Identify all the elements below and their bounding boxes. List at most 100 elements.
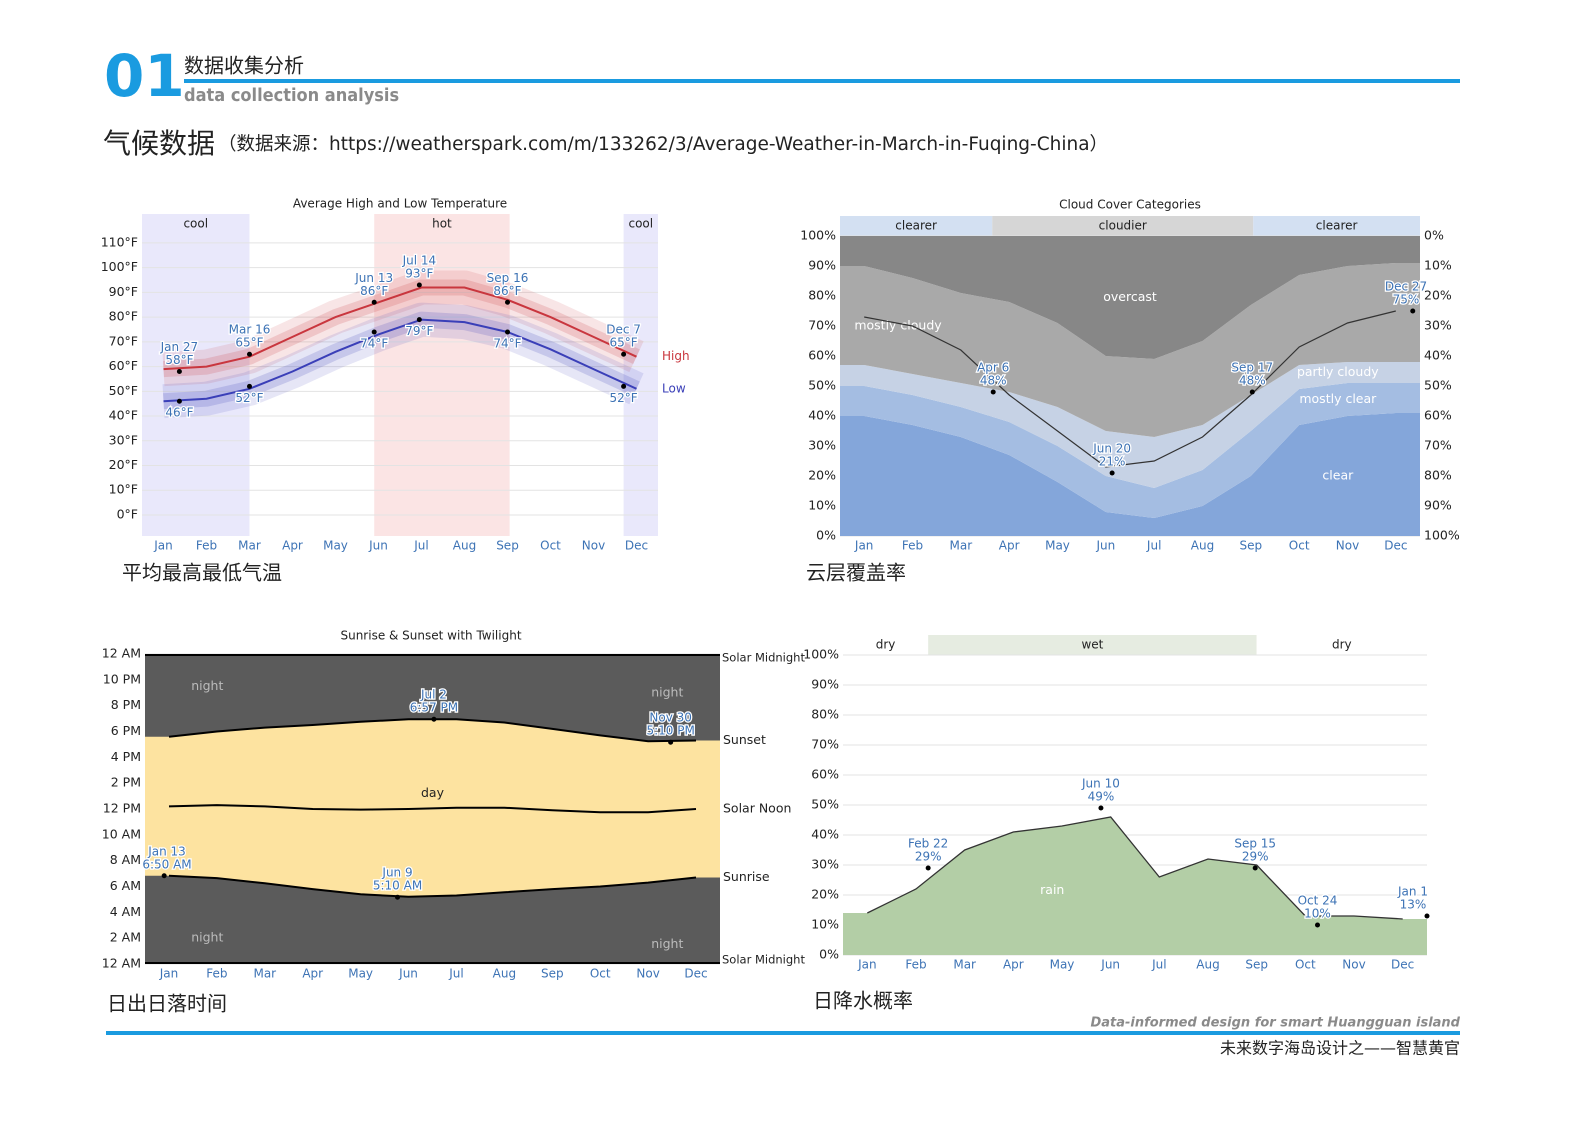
annotation-date: Oct 24 bbox=[1298, 894, 1338, 908]
y-tick-label: 12 AM bbox=[102, 646, 141, 661]
annotation-point bbox=[371, 299, 377, 305]
x-tick-label: Jan bbox=[857, 958, 877, 972]
header-rule bbox=[184, 79, 1460, 83]
day-label: day bbox=[421, 785, 445, 800]
y2-tick-label: 90% bbox=[1424, 498, 1452, 513]
series-label: Solar Noon bbox=[723, 801, 791, 816]
y-tick-label: 0°F bbox=[117, 506, 138, 521]
y-tick-label: 10 AM bbox=[102, 826, 141, 841]
y-tick-label: 110°F bbox=[101, 234, 138, 249]
footer-english: Data-informed design for smart Huangguan… bbox=[1090, 1016, 1460, 1031]
section-title: 气候数据 bbox=[103, 127, 215, 160]
series-label: partly cloudy bbox=[1297, 364, 1379, 379]
x-tick-label: May bbox=[1050, 958, 1075, 972]
annotation-label: 58°F bbox=[165, 353, 193, 367]
y-tick-label: 40% bbox=[811, 827, 839, 842]
y-tick-label: 10% bbox=[811, 917, 839, 932]
annotation-label: 46°F bbox=[165, 406, 193, 420]
x-tick-label: Dec bbox=[1391, 958, 1414, 972]
annotation-label: 29% bbox=[915, 850, 942, 864]
x-tick-label: Mar bbox=[950, 539, 973, 553]
y2-tick-label: 70% bbox=[1424, 438, 1452, 453]
y-tick-label: 8 PM bbox=[111, 697, 141, 712]
x-tick-label: Jun bbox=[398, 967, 418, 981]
y2-tick-label: 0% bbox=[1424, 228, 1444, 243]
x-tick-label: Aug bbox=[493, 967, 516, 981]
annotation-label: 74°F bbox=[493, 336, 521, 350]
x-tick-label: Mar bbox=[238, 539, 261, 553]
x-tick-label: Oct bbox=[540, 539, 561, 553]
x-tick-label: Oct bbox=[1295, 958, 1316, 972]
series-label: rain bbox=[1040, 882, 1064, 897]
annotation-label: 49% bbox=[1088, 790, 1115, 804]
x-tick-label: Dec bbox=[684, 967, 707, 981]
annotation-point bbox=[416, 317, 422, 323]
y2-tick-label: 20% bbox=[1424, 288, 1452, 303]
y-tick-label: 10% bbox=[808, 498, 836, 513]
annotation-label: 52°F bbox=[610, 391, 638, 405]
x-tick-label: Jul bbox=[1146, 539, 1161, 553]
x-tick-label: Sep bbox=[1240, 539, 1263, 553]
annotation-label: 5:10 PM bbox=[646, 724, 694, 738]
x-tick-label: May bbox=[348, 967, 373, 981]
annotation-label: 10% bbox=[1304, 907, 1331, 921]
chart-caption: 日出日落时间 bbox=[107, 992, 227, 1016]
bottom-label: Solar Midnight bbox=[722, 953, 805, 967]
x-tick-label: Sep bbox=[1245, 958, 1268, 972]
x-tick-label: Oct bbox=[1289, 539, 1310, 553]
annotation-point bbox=[1252, 865, 1258, 871]
series-line bbox=[163, 318, 637, 403]
annotation-label: 48% bbox=[1239, 374, 1266, 388]
annotation-point bbox=[1249, 389, 1255, 395]
y-tick-label: 70°F bbox=[109, 333, 138, 348]
y-tick-label: 90°F bbox=[109, 284, 138, 299]
y-tick-label: 0% bbox=[819, 947, 839, 962]
x-tick-label: Aug bbox=[1191, 539, 1214, 553]
y-tick-label: 10°F bbox=[109, 482, 138, 497]
annotation-point bbox=[161, 873, 167, 879]
x-tick-label: Nov bbox=[1336, 539, 1359, 553]
footer-rule bbox=[106, 1031, 1460, 1035]
y-tick-label: 80% bbox=[808, 288, 836, 303]
season-band bbox=[992, 216, 1254, 236]
x-tick-label: May bbox=[323, 539, 348, 553]
series-line bbox=[867, 816, 1403, 920]
series-label: clear bbox=[1322, 468, 1354, 483]
y-tick-label: 40°F bbox=[109, 408, 138, 423]
series-label: Sunset bbox=[723, 732, 766, 747]
annotation-date: Jun 10 bbox=[1081, 777, 1120, 791]
annotation-point bbox=[431, 716, 437, 722]
annotation-point bbox=[990, 389, 996, 395]
x-tick-label: Jul bbox=[448, 967, 463, 981]
series-area bbox=[843, 817, 1427, 955]
x-tick-label: Jun bbox=[368, 539, 388, 553]
x-tick-label: Jul bbox=[413, 539, 428, 553]
series-area bbox=[145, 875, 720, 964]
annotation-date: Nov 30 bbox=[649, 711, 692, 725]
y-tick-label: 30% bbox=[811, 857, 839, 872]
annotation-label: 75% bbox=[1393, 293, 1420, 307]
season-label: clearer bbox=[1316, 219, 1358, 233]
header-subtitle: data collection analysis bbox=[184, 85, 399, 106]
x-tick-label: Nov bbox=[582, 539, 605, 553]
y-tick-label: 50°F bbox=[109, 383, 138, 398]
annotation-label: 93°F bbox=[405, 266, 433, 280]
y-tick-label: 100% bbox=[800, 228, 836, 243]
x-tick-label: Jan bbox=[854, 539, 874, 553]
y-tick-label: 12 AM bbox=[102, 956, 141, 971]
season-label: cool bbox=[183, 217, 208, 231]
annotation-point bbox=[621, 383, 627, 389]
annotation-point bbox=[1315, 922, 1320, 928]
chart-caption: 日降水概率 bbox=[813, 989, 913, 1013]
chart-title: Sunrise & Sunset with Twilight bbox=[340, 629, 521, 643]
y2-tick-label: 10% bbox=[1424, 258, 1452, 273]
season-band bbox=[928, 635, 1257, 655]
y-tick-label: 80% bbox=[811, 707, 839, 722]
series-area bbox=[840, 383, 1420, 518]
annotation-date: Jun 9 bbox=[381, 866, 412, 880]
x-tick-label: Aug bbox=[453, 539, 476, 553]
annotation-date: Jul 14 bbox=[402, 253, 437, 267]
y-tick-label: 0% bbox=[816, 528, 836, 543]
annotation-date: Dec 27 bbox=[1385, 280, 1427, 294]
x-tick-label: Aug bbox=[1196, 958, 1219, 972]
